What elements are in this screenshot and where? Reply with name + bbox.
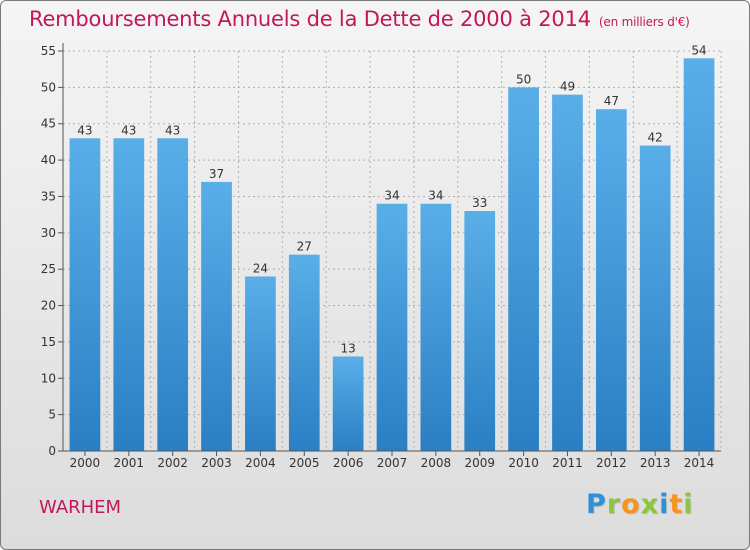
data-label-2007: 34: [384, 189, 399, 203]
y-tick-label: 15: [41, 335, 56, 349]
bar-2011: [552, 94, 583, 452]
chart-title-text: Remboursements Annuels de la Dette de 20…: [29, 7, 591, 31]
bar-2000: [69, 138, 101, 452]
bar-2002: [157, 138, 189, 452]
bar-2004: [245, 276, 276, 451]
bar-2005: [288, 254, 320, 451]
data-label-2011: 49: [560, 80, 575, 94]
logo-letter: r: [606, 489, 622, 520]
data-label-2002: 43: [165, 123, 180, 137]
x-tick-label-2014: 2014: [684, 456, 715, 470]
y-tick-label: 5: [48, 408, 56, 422]
x-tick-label-2009: 2009: [464, 456, 495, 470]
y-tick-label: 40: [41, 153, 56, 167]
x-tick-label-2008: 2008: [421, 456, 452, 470]
x-tick-label-2013: 2013: [640, 456, 671, 470]
bar-2014: [683, 58, 715, 451]
bars: 43 43 43 37 24 27 13 34 34 33 50 49 47 42 54: [69, 43, 715, 452]
x-tick-label-2004: 2004: [245, 456, 276, 470]
x-tick-label-2001: 2001: [114, 456, 145, 470]
y-tick-label: 0: [48, 444, 56, 458]
bar-2001: [113, 138, 145, 452]
y-tick-label: 45: [41, 117, 56, 131]
bar-2003: [201, 181, 232, 451]
bar-2012: [595, 109, 627, 451]
x-tick-label-2002: 2002: [157, 456, 188, 470]
data-label-2010: 50: [516, 72, 531, 86]
data-label-2005: 27: [297, 240, 312, 254]
x-tick-label-2007: 2007: [377, 456, 408, 470]
data-label-2004: 24: [253, 261, 268, 275]
logo-letter: i: [659, 489, 670, 520]
proxiti-logo[interactable]: Proxiti: [586, 489, 694, 520]
bar-2010: [508, 87, 539, 451]
x-tick-label-2010: 2010: [508, 456, 539, 470]
axes: 0 5 10 15 20 25 30 35 40 45 50 55 2000 2001 2002 2003 20…: [41, 43, 721, 470]
data-label-2001: 43: [121, 123, 136, 137]
logo-letter: t: [669, 489, 684, 520]
bar-2009: [464, 211, 496, 451]
x-tick-label-2003: 2003: [201, 456, 232, 470]
x-tick-label-2011: 2011: [552, 456, 583, 470]
data-label-2012: 47: [604, 94, 619, 108]
y-tick-label: 25: [41, 262, 56, 276]
y-tick-label: 55: [41, 44, 56, 58]
data-label-2013: 42: [648, 131, 663, 145]
data-label-2003: 37: [209, 167, 224, 181]
data-label-2009: 33: [472, 196, 487, 210]
bar-2013: [639, 145, 671, 451]
bar-2007: [376, 203, 408, 451]
bar-2008: [420, 203, 452, 451]
place-name: WARHEM: [39, 497, 122, 518]
y-tick-label: 50: [41, 80, 56, 94]
x-tick-label-2006: 2006: [333, 456, 364, 470]
data-label-2006: 13: [340, 341, 355, 355]
y-tick-label: 20: [41, 299, 56, 313]
chart-title: Remboursements Annuels de la Dette de 20…: [29, 7, 690, 31]
chart-subtitle: (en milliers d'€): [598, 15, 690, 29]
data-label-2008: 34: [428, 189, 443, 203]
logo-letter: i: [683, 489, 694, 520]
logo-letter: P: [586, 489, 607, 520]
y-tick-label: 30: [41, 226, 56, 240]
logo-letter: x: [640, 489, 660, 520]
y-tick-label: 35: [41, 189, 56, 203]
x-tick-label-2012: 2012: [596, 456, 627, 470]
x-tick-label-2000: 2000: [70, 456, 101, 470]
x-tick-label-2005: 2005: [289, 456, 320, 470]
bar-2006: [332, 356, 364, 451]
data-label-2014: 54: [691, 43, 706, 57]
data-label-2000: 43: [77, 123, 92, 137]
logo-letter: o: [621, 489, 641, 520]
y-tick-label: 10: [41, 371, 56, 385]
